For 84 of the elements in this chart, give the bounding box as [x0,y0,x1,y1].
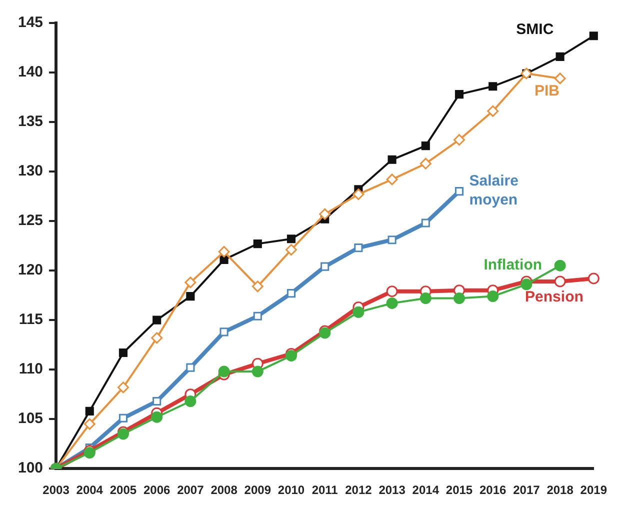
point [352,188,364,200]
x-tick-label: 2010 [278,483,305,498]
point [386,297,398,309]
y-tick-label: 120 [18,262,44,279]
y-tick-label: 140 [18,64,44,81]
y-tick-label: 145 [18,14,44,32]
point [354,243,363,252]
x-tick-label: 2003 [42,483,70,498]
x-tick-label: 2012 [345,483,372,498]
point [487,105,499,117]
point [352,306,364,318]
point [319,208,331,220]
point [220,328,228,336]
point [184,276,196,288]
y-tick-label: 105 [18,410,44,428]
y-tick-label: 125 [18,212,44,230]
y-tick-label: 130 [18,162,44,180]
x-tick-label: 2008 [210,483,238,498]
x-tick-label: 2013 [378,483,406,498]
point [152,396,162,406]
point [186,363,195,372]
point [252,280,264,292]
point [388,236,396,244]
y-tick-label: 135 [18,113,44,130]
point [453,134,465,146]
x-tick-label: 2016 [479,483,507,498]
x-tick-label: 2015 [446,483,473,498]
y-tick-label: 100 [18,460,44,477]
x-tick-label: 2006 [143,483,170,498]
series-label: Salaire moyen [469,172,518,208]
point [286,289,296,298]
point [588,272,600,284]
point [386,286,398,298]
point [388,155,396,164]
y-tick-label: 110 [18,360,44,378]
point [487,290,499,302]
point [286,234,296,244]
point [118,414,128,422]
point [421,218,430,228]
point [285,244,297,256]
point [556,52,564,61]
x-tick-label: 2004 [76,483,104,498]
point [117,382,129,394]
point [520,278,532,290]
series-label: SMIC [516,21,554,38]
point [152,316,162,324]
point [151,332,163,344]
point [454,187,464,196]
y-tick-label: 115 [18,311,44,328]
series-label: Inflation [484,256,542,274]
point [454,90,464,99]
point [488,82,498,91]
point [253,312,262,320]
x-tick-label: 2011 [312,483,338,498]
point [220,255,228,264]
point [554,260,566,272]
point [184,396,196,408]
x-tick-label: 2017 [513,483,540,498]
point [453,292,465,304]
point [85,406,94,416]
point [151,411,163,423]
point [420,158,432,170]
x-tick-label: 2005 [110,483,137,498]
x-tick-label: 2014 [412,483,440,498]
x-tick-label: 2019 [580,483,608,498]
point [253,240,262,248]
point [320,262,330,271]
x-tick-label: 2009 [244,483,272,498]
point [420,292,432,304]
point [554,72,566,84]
series-label: PIB [534,82,560,100]
point [218,366,230,378]
point [218,246,230,258]
point [84,418,96,430]
point [118,348,128,358]
x-tick-label: 2018 [546,483,574,498]
point [421,142,430,150]
x-tick-label: 2007 [177,483,204,498]
series-label: Pension [525,288,584,306]
point [186,292,195,301]
point [554,276,566,288]
point [386,174,398,186]
point [252,366,264,378]
point [589,32,598,40]
